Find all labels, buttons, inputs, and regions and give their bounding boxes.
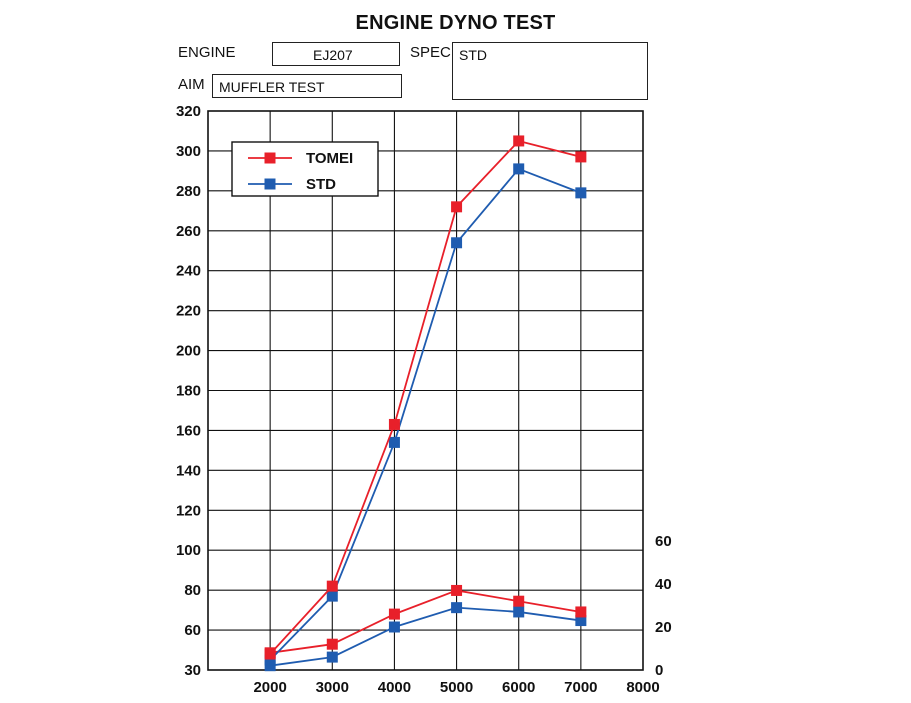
torque-point-tomei <box>575 606 587 618</box>
y-right-tick-label: 0 <box>655 662 663 679</box>
torque-point-std <box>451 602 463 614</box>
legend-box <box>231 141 379 197</box>
y-left-tick-label: 180 <box>176 383 201 400</box>
y-left-tick-label: 100 <box>176 542 201 559</box>
torque-point-tomei <box>326 638 338 650</box>
x-tick-label: 6000 <box>502 679 535 696</box>
y-left-tick-label: 300 <box>176 143 201 160</box>
power-point-tomei <box>451 201 463 213</box>
power-point-std <box>451 237 463 249</box>
y-right-tick-label: 20 <box>655 619 672 636</box>
legend-label-std: STD <box>306 176 336 193</box>
power-point-std <box>575 187 587 199</box>
power-point-std <box>326 590 338 602</box>
x-tick-label: 4000 <box>378 679 411 696</box>
torque-point-std <box>264 660 276 672</box>
power-point-tomei <box>326 580 338 592</box>
power-point-tomei <box>513 135 525 147</box>
aim-label: AIM <box>178 76 205 93</box>
power-point-tomei <box>575 151 587 163</box>
y-left-tick-label: 200 <box>176 343 201 360</box>
power-point-std <box>264 654 276 666</box>
legend-label-tomei: TOMEI <box>306 150 353 167</box>
power-point-std <box>388 436 400 448</box>
aim-value-box: MUFFLER TEST <box>212 74 402 98</box>
torque-line-std <box>270 606 581 667</box>
torque-point-tomei <box>388 608 400 620</box>
x-tick-label: 8000 <box>626 679 659 696</box>
power-point-tomei <box>388 418 400 430</box>
torque-line-tomei <box>270 589 582 654</box>
power-line-std <box>269 167 582 661</box>
torque-point-tomei <box>513 595 525 607</box>
torque-point-std <box>575 615 587 627</box>
legend-marker-tomei <box>264 152 276 164</box>
y-left-tick-label: 260 <box>176 223 201 240</box>
spec-label: SPEC <box>410 44 451 61</box>
spec-value-box: STD <box>452 42 648 100</box>
y-left-tick-label: 280 <box>176 183 201 200</box>
x-tick-label: 5000 <box>440 679 473 696</box>
engine-label: ENGINE <box>178 44 236 61</box>
torque-point-std <box>326 651 338 663</box>
chart-title: ENGINE DYNO TEST <box>355 12 556 34</box>
y-left-tick-label: 320 <box>176 103 201 120</box>
y-right-tick-label: 40 <box>655 576 672 593</box>
y-left-tick-label: 120 <box>176 502 201 519</box>
y-left-tick-label: 160 <box>176 422 201 439</box>
torque-point-tomei <box>451 584 463 596</box>
torque-point-std <box>513 606 525 618</box>
power-point-tomei <box>264 648 276 660</box>
engine-value-box: EJ207 <box>272 42 400 66</box>
legend-marker-std <box>264 178 276 190</box>
y-left-tick-label: 140 <box>176 462 201 479</box>
y-left-tick-label: 240 <box>176 263 201 280</box>
x-tick-label: 7000 <box>564 679 597 696</box>
torque-point-std <box>388 621 400 633</box>
y-left-tick-label: 60 <box>184 622 201 639</box>
power-line-tomei <box>269 139 582 655</box>
y-left-tick-label: 80 <box>184 582 201 599</box>
y-left-tick-label: 220 <box>176 303 201 320</box>
power-point-std <box>513 163 525 175</box>
y-right-tick-label: 60 <box>655 533 672 550</box>
x-tick-label: 3000 <box>316 679 349 696</box>
y-left-tick-label: 30 <box>184 662 201 679</box>
x-tick-label: 2000 <box>253 679 286 696</box>
